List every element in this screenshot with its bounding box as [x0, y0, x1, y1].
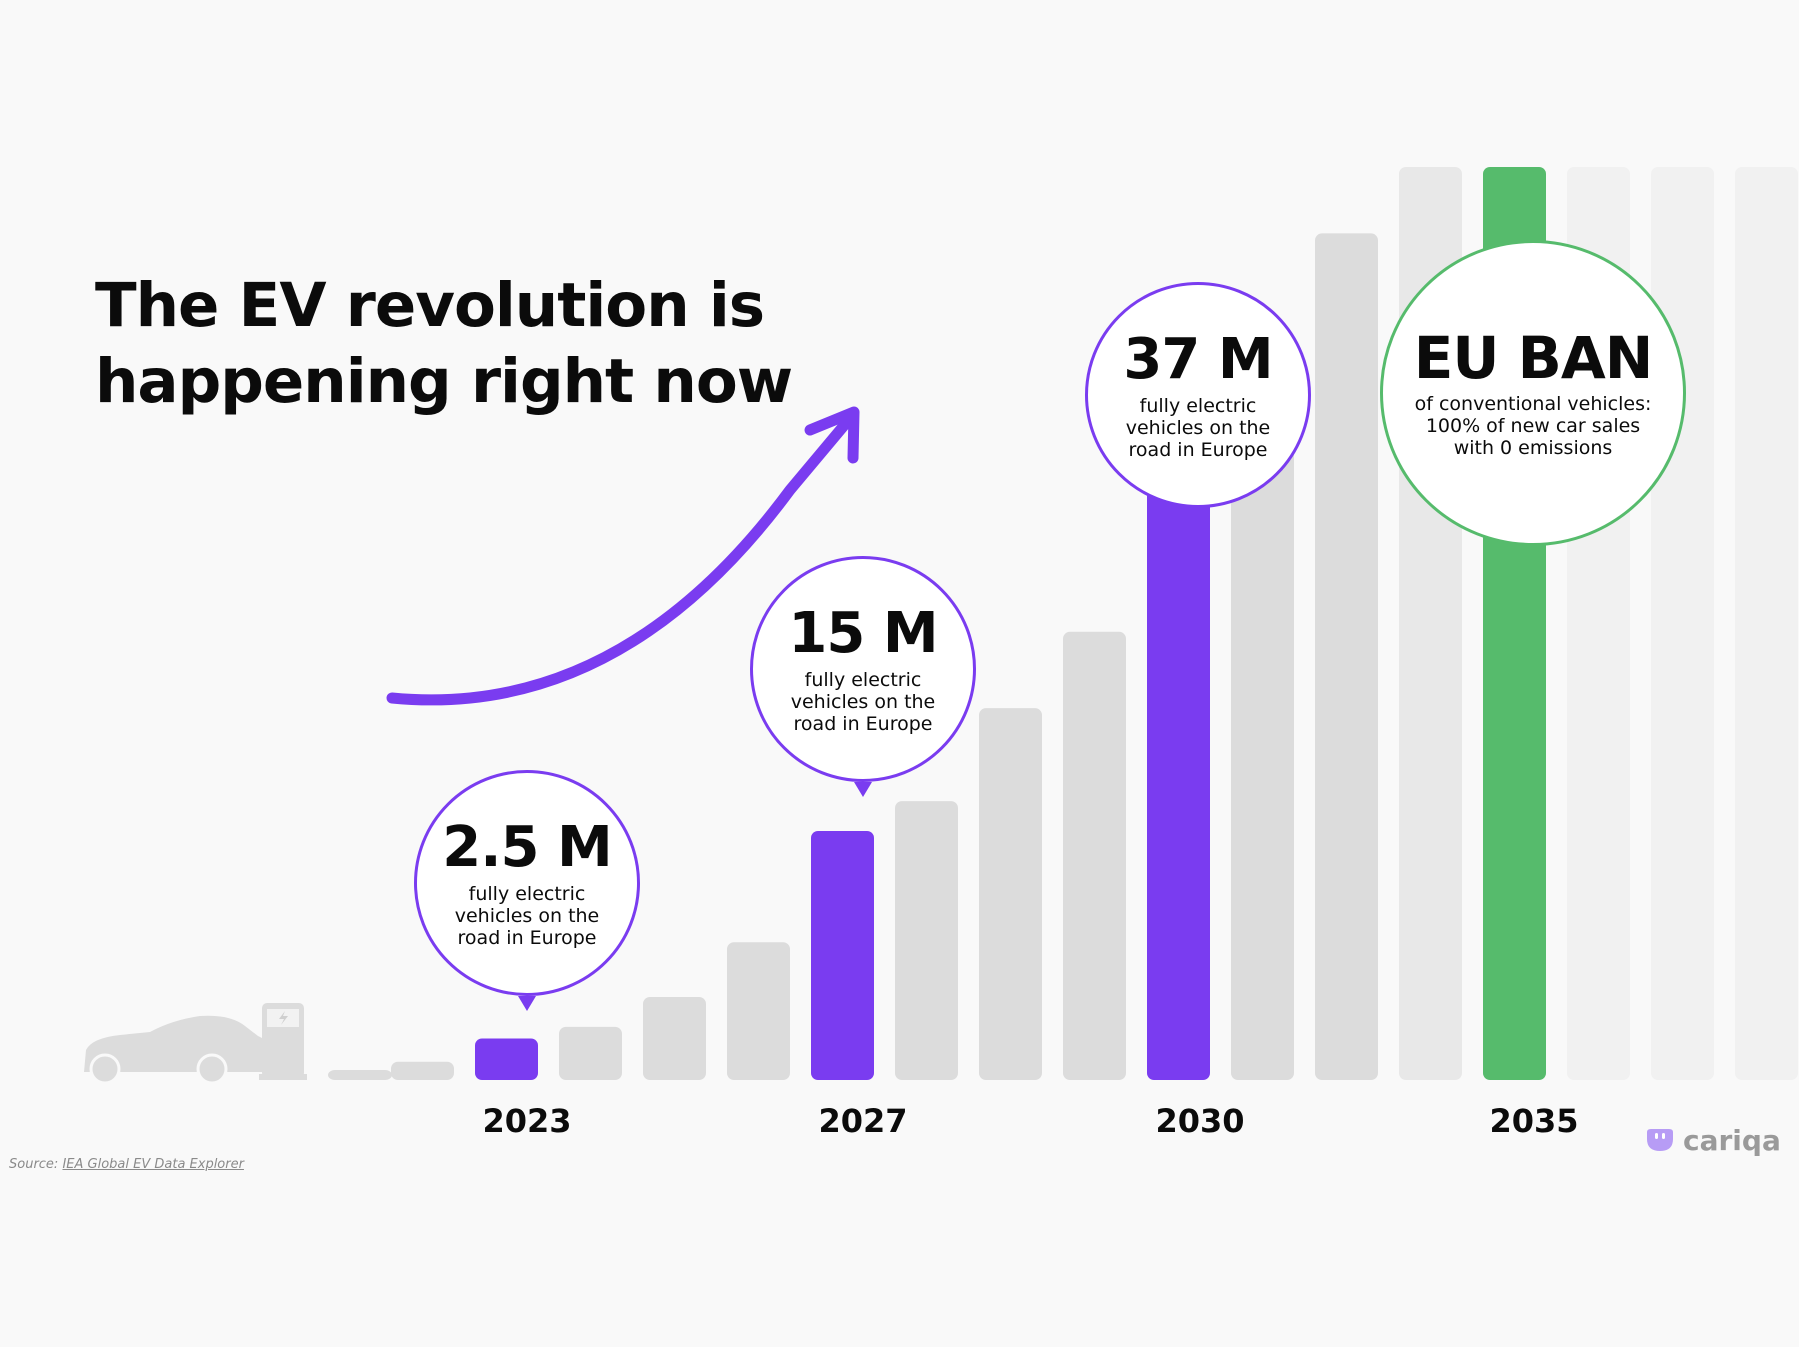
bubble-value: EU BAN	[1413, 324, 1654, 392]
bar	[559, 1026, 622, 1080]
bubble-value: 15 M	[788, 601, 938, 666]
bubble-value: 2.5 M	[442, 815, 612, 880]
brand-logo: cariqa	[1645, 1124, 1781, 1157]
bubble-value: 37 M	[1123, 327, 1273, 392]
bubble-caption: fully electric vehicles on the road in Eur…	[1125, 395, 1271, 461]
bar	[643, 997, 706, 1080]
bar	[895, 801, 958, 1080]
title-line-2: happening right now	[95, 346, 793, 417]
car-charger-icon	[84, 1003, 307, 1085]
year-label-2023: 2023	[482, 1102, 572, 1140]
year-label-2035: 2035	[1489, 1102, 1579, 1140]
bubble-pointer	[1189, 508, 1207, 523]
annotation-bubble-2023: 2.5 M fully electric vehicles on the road …	[414, 770, 640, 996]
annotation-bubble-2027: 15 M fully electric vehicles on the road i…	[750, 556, 976, 782]
annotation-bubble-2030: 37 M fully electric vehicles on the road i…	[1085, 282, 1311, 508]
bar	[1651, 167, 1714, 1080]
bar	[328, 1070, 392, 1080]
growth-arrow-icon	[386, 406, 860, 706]
source-link[interactable]: IEA Global EV Data Explorer	[62, 1157, 244, 1172]
logo-text: cariqa	[1683, 1124, 1781, 1157]
cariqa-logo-icon	[1647, 1128, 1673, 1151]
title-line-1: The EV revolution is	[95, 270, 765, 341]
annotation-bubble-2035: EU BAN of conventional vehicles: 100% of …	[1380, 240, 1686, 546]
page-title: The EV revolution is happening right now	[95, 268, 793, 420]
bar	[979, 708, 1042, 1080]
bar	[1231, 416, 1294, 1080]
bar-2027	[811, 831, 874, 1080]
bubble-caption: fully electric vehicles on the road in Eur…	[790, 669, 936, 735]
bar	[391, 1061, 454, 1080]
year-label-2027: 2027	[818, 1102, 908, 1140]
bubble-pointer	[854, 782, 872, 797]
bubble-pointer	[518, 996, 536, 1011]
bubble-caption: of conventional vehicles: 100% of new car…	[1414, 393, 1652, 459]
bar	[1315, 233, 1378, 1080]
bar-2023	[475, 1038, 538, 1080]
bar-2030	[1147, 465, 1210, 1080]
bubble-caption: fully electric vehicles on the road in Eur…	[454, 883, 600, 949]
year-label-2030: 2030	[1155, 1102, 1245, 1140]
source-note: Source: IEA Global EV Data Explorer	[9, 1157, 244, 1172]
bar	[1063, 631, 1126, 1080]
bar	[727, 942, 790, 1080]
bar	[1735, 167, 1798, 1080]
